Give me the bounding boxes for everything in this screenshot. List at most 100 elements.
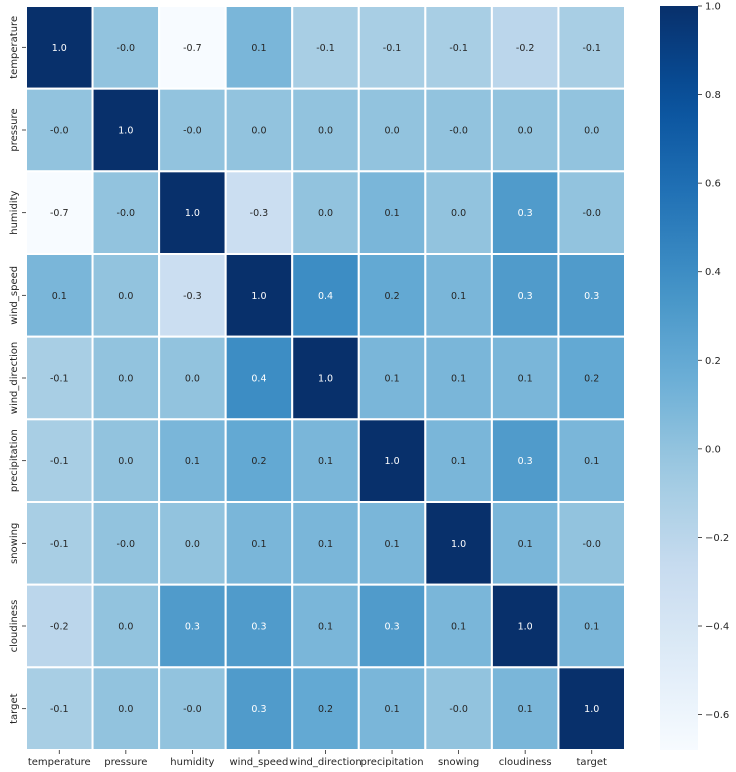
cell-value-label: 0.3 — [251, 704, 266, 715]
cell-value-label: -0.3 — [183, 291, 202, 302]
cell-value-label: 0.1 — [385, 374, 400, 385]
cell-value-label: -0.0 — [117, 539, 136, 550]
cell-value-label: 0.4 — [251, 374, 266, 385]
cell-value-label: 0.2 — [251, 456, 266, 467]
colorbar-tick-label: 0.8 — [705, 90, 721, 101]
cell-value-label: 0.1 — [185, 456, 200, 467]
cell-value-label: -0.0 — [183, 704, 202, 715]
colorbar-tick-label: 1.0 — [705, 2, 721, 13]
y-axis: temperature pressure humidity wind_speedwin… — [9, 16, 26, 724]
heatmap-cell — [424, 583, 493, 669]
heatmap-cell — [291, 87, 360, 173]
heatmap-cell — [557, 418, 627, 504]
x-axis: temperature pressure humidity wind_speed win… — [28, 750, 607, 768]
y-tick-label: pressure — [9, 108, 20, 151]
cell-value-label: -0.0 — [582, 208, 601, 219]
cell-value-label: 0.3 — [518, 291, 533, 302]
cell-value-label: 0.1 — [584, 622, 599, 633]
colorbar-tick-label: 0.2 — [705, 356, 721, 367]
cell-value-label: -0.0 — [449, 704, 468, 715]
cell-value-label: 0.0 — [518, 126, 533, 137]
y-tick-label: humidity — [9, 191, 20, 235]
heatmap-cell — [91, 418, 161, 504]
cell-value-label: 0.0 — [118, 704, 133, 715]
colorbar-tick-label: 0.0 — [705, 444, 721, 455]
cell-value-label: 0.0 — [251, 126, 266, 137]
y-tick-label: wind_direction — [9, 342, 20, 414]
colorbar-tick-label: −0.4 — [705, 622, 729, 633]
x-tick-label: pressure — [104, 757, 147, 768]
colorbar-tick-label: 0.4 — [705, 267, 721, 278]
colorbar: 1.0 0.8 0.6 0.4 0.2 0.0 −0.2 −0.4 −0.6 — [660, 2, 729, 750]
heatmap-cell — [557, 335, 627, 421]
heatmap-cell — [490, 5, 560, 90]
heatmap-cell — [357, 666, 427, 751]
heatmap-cell — [357, 335, 427, 421]
cell-value-label: 1.0 — [251, 291, 266, 302]
cell-value-label: 1.0 — [451, 539, 466, 550]
cell-value-label: -0.1 — [50, 539, 69, 550]
cell-value-label: 1.0 — [185, 208, 200, 219]
cell-value-label: -0.7 — [183, 43, 202, 54]
heatmap-cell — [158, 418, 227, 504]
x-tick-label: target — [577, 757, 607, 768]
cell-value-label: 0.2 — [318, 704, 333, 715]
heatmap-cell — [291, 666, 360, 751]
heatmap-cell — [158, 583, 227, 669]
cell-value-label: 0.1 — [318, 622, 333, 633]
heatmap-cell — [424, 87, 493, 173]
heatmap-cell — [25, 666, 94, 751]
cell-value-label: 1.0 — [584, 704, 599, 715]
cell-value-label: 0.1 — [318, 456, 333, 467]
cell-value-label: 0.1 — [518, 539, 533, 550]
heatmap-cell — [158, 87, 227, 173]
heatmap-cell — [291, 170, 360, 255]
cell-value-label: 0.1 — [518, 374, 533, 385]
cell-value-label: 1.0 — [518, 622, 533, 633]
cell-value-label: 0.3 — [385, 622, 400, 633]
colorbar-tick-label: −0.2 — [705, 533, 729, 544]
cell-value-label: -0.3 — [250, 208, 269, 219]
cell-value-label: 0.0 — [185, 539, 200, 550]
heatmap-cell — [357, 583, 427, 669]
cell-value-label: 0.0 — [318, 126, 333, 137]
heatmap-cell — [25, 335, 94, 421]
cell-value-label: 0.0 — [118, 291, 133, 302]
x-tick-label: snowing — [438, 757, 479, 768]
heatmap-cell — [91, 170, 161, 255]
cell-value-label: 0.0 — [318, 208, 333, 219]
heatmap-cell — [291, 418, 360, 504]
colorbar-tick-label: −0.6 — [705, 710, 729, 721]
heatmap-cell — [424, 501, 493, 586]
heatmap-cell — [557, 87, 627, 173]
cell-value-label: -0.1 — [50, 456, 69, 467]
y-tick-label: snowing — [9, 523, 20, 564]
x-tick-label: temperature — [28, 757, 91, 768]
cell-value-label: 0.1 — [385, 704, 400, 715]
heatmap-cell — [91, 253, 161, 338]
heatmap-cell — [291, 583, 360, 669]
cell-value-label: 0.3 — [185, 622, 200, 633]
cell-value-label: 0.1 — [251, 43, 266, 54]
cell-value-label: -0.0 — [50, 126, 69, 137]
cell-value-label: -0.2 — [50, 622, 69, 633]
cell-value-label: 1.0 — [318, 374, 333, 385]
heatmap-cell — [25, 170, 94, 255]
x-tick-label: precipitation — [361, 757, 424, 768]
x-tick-label: cloudiness — [499, 757, 552, 768]
cell-value-label: 0.3 — [518, 208, 533, 219]
heatmap-annotations: 1.0 -0.0 -0.7 0.1 -0.1 -0.1 -0.1 -0.2 -0.1 -0.0 1.… — [50, 43, 601, 715]
cell-value-label: 0.4 — [318, 291, 333, 302]
heatmap-cell — [557, 666, 627, 751]
heatmap-cell — [557, 583, 627, 669]
cell-value-label: -0.7 — [50, 208, 69, 219]
cell-value-label: 0.1 — [52, 291, 67, 302]
heatmap-cell — [91, 501, 161, 586]
cell-value-label: -0.0 — [449, 126, 468, 137]
heatmap-cell — [224, 170, 294, 255]
heatmap-cell — [25, 253, 94, 338]
cell-value-label: 0.1 — [451, 622, 466, 633]
heatmap-cell — [224, 666, 294, 751]
heatmap-cell — [291, 501, 360, 586]
